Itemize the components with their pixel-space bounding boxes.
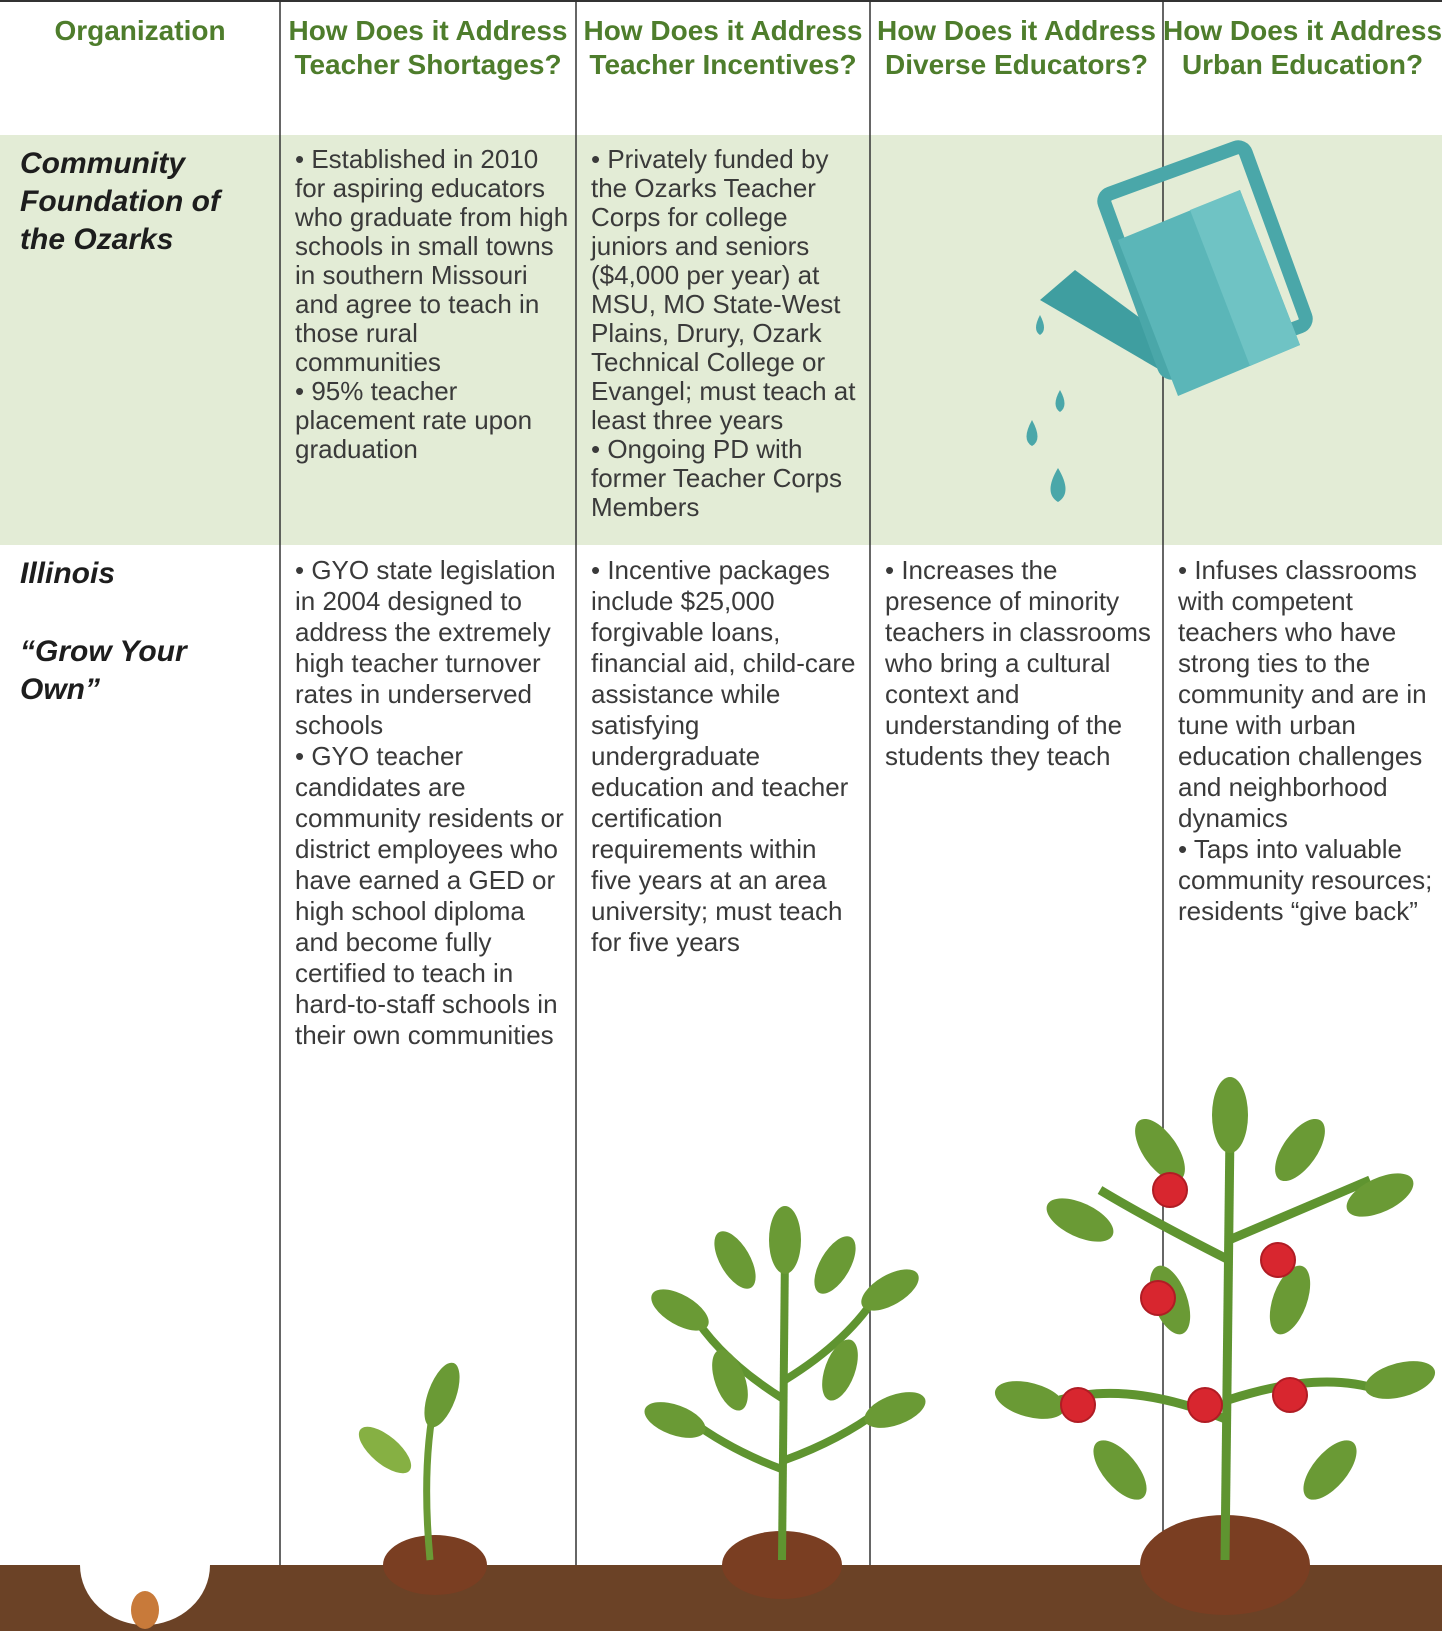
cell: • Incentive packages include $25,000 for… [591, 555, 863, 958]
bullet-item: • Ongoing PD with former Teacher Corps M… [591, 434, 842, 522]
organization-name: Community Foundation of the Ozarks [20, 147, 220, 256]
organization: Illinois “Grow Your Own” [20, 555, 265, 709]
bullet-item: • GYO state legislation in 2004 designed… [295, 555, 556, 740]
cell: • Infuses classrooms with competent teac… [1178, 555, 1435, 927]
bullet-item: • 95% teacher placement rate upon gradua… [295, 376, 533, 464]
cell: • GYO state legislation in 2004 designed… [295, 555, 569, 1051]
organization: Community Foundation of the Ozarks [20, 145, 265, 259]
cell: • Privately funded by the Ozarks Teacher… [591, 145, 863, 522]
organization-name: “Grow Your Own” [20, 635, 187, 706]
bullet-item: • Privately funded by the Ozarks Teacher… [591, 144, 856, 435]
bullet-item: • Incentive packages include $25,000 for… [591, 555, 856, 957]
organization-name: Illinois [20, 557, 116, 590]
cell: • Increases the presence of minority tea… [885, 555, 1156, 772]
column-header: How Does it Address Urban Education? [1163, 15, 1442, 80]
bullet-item: • Infuses classrooms with competent teac… [1178, 555, 1427, 833]
column-header: Organization [54, 15, 226, 46]
bullet-item: • Established in 2010 for aspiring educa… [295, 144, 569, 377]
bullet-item: • GYO teacher candidates are community r… [295, 741, 564, 1050]
column-header: How Does it Address Diverse Educators? [876, 15, 1156, 80]
column-header: How Does it Address Teacher Shortages? [288, 15, 568, 80]
bullet-item: • Taps into valuable community resources… [1178, 834, 1433, 926]
cell: • Established in 2010 for aspiring educa… [295, 145, 569, 464]
column-header: How Does it Address Teacher Incentives? [583, 15, 863, 80]
bullet-item: • Increases the presence of minority tea… [885, 555, 1151, 771]
